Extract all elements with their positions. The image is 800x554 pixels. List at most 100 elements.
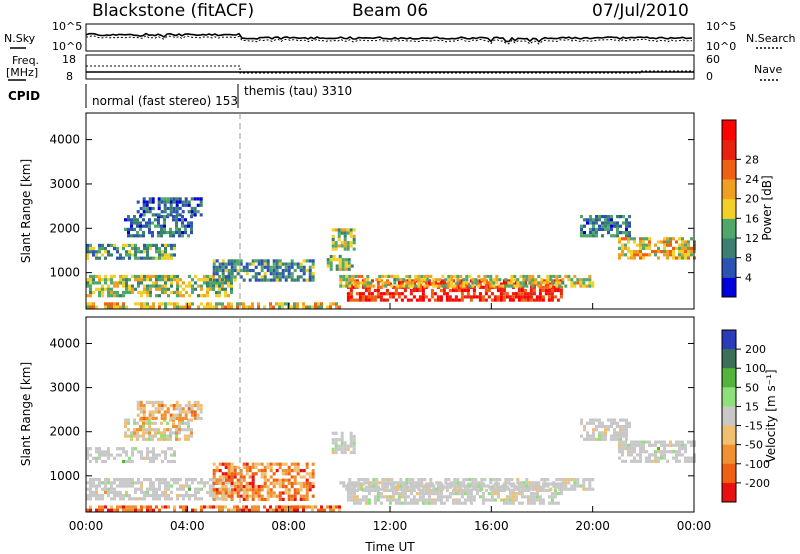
heatmap-cell (218, 508, 221, 512)
heatmap-cell (586, 437, 589, 441)
heatmap-cell (442, 288, 446, 293)
heatmap-cell (130, 224, 133, 228)
heatmap-cell (403, 288, 407, 293)
heatmap-cell (573, 487, 577, 491)
beam-title: Beam 06 (352, 1, 428, 21)
heatmap-cell (302, 265, 306, 269)
heatmap-cell (544, 292, 548, 296)
heatmap-cell (408, 274, 412, 279)
heatmap-cell (230, 287, 233, 291)
heatmap-cell (197, 490, 200, 494)
heatmap-cell (139, 418, 142, 422)
heatmap-cell (101, 453, 104, 457)
colorbar-swatch (722, 463, 736, 484)
heatmap-cell (496, 482, 500, 486)
heatmap-cell (678, 253, 681, 257)
heatmap-cell (622, 424, 625, 429)
heatmap-cell (535, 295, 539, 299)
heatmap-cell (149, 484, 152, 488)
heatmap-cell (441, 487, 445, 491)
heatmap-cell (178, 424, 181, 429)
heatmap-cell (169, 404, 173, 408)
heatmap-cell (163, 410, 167, 414)
colorbar-tick-label: 24 (745, 173, 759, 186)
heatmap-cell (678, 459, 681, 463)
heatmap-cell (143, 250, 146, 254)
heatmap-cell (221, 259, 225, 263)
heatmap-cell (197, 487, 200, 491)
heatmap-cell (490, 298, 494, 302)
heatmap-cell (230, 488, 234, 492)
heatmap-cell (221, 505, 224, 509)
heatmap-cell (529, 492, 533, 496)
heatmap-cell (478, 295, 482, 299)
heatmap-cell (426, 284, 430, 288)
heatmap-cell (163, 431, 166, 435)
cpid-mode-2: themis (tau) 3310 (244, 84, 352, 98)
heatmap-cell (215, 265, 219, 269)
heatmap-cell (532, 292, 536, 296)
heatmap-cell (182, 497, 185, 501)
heatmap-cell (556, 482, 560, 486)
heatmap-cell (143, 505, 146, 509)
heatmap-cell (92, 250, 95, 254)
heatmap-cell (263, 469, 267, 473)
heatmap-cell (275, 262, 279, 266)
heatmap-cell (212, 462, 216, 466)
heatmap-cell (230, 265, 234, 269)
heatmap-cell (435, 487, 439, 491)
heatmap-cell (142, 206, 146, 211)
heatmap-cell (547, 298, 551, 302)
heatmap-cell (379, 298, 383, 302)
heatmap-cell (391, 485, 395, 489)
heatmap-cell (678, 453, 681, 457)
heatmap-cell (281, 272, 285, 276)
heatmap-cell (158, 287, 161, 291)
heatmap-cell (396, 284, 400, 288)
heatmap-cell (302, 259, 306, 263)
heatmap-cell (435, 284, 439, 288)
heatmap-cell (534, 281, 538, 285)
heatmap-cell (604, 434, 607, 438)
heatmap-cell (495, 484, 499, 488)
heatmap-cell (394, 292, 398, 296)
heatmap-cell (140, 505, 143, 509)
heatmap-cell (376, 288, 380, 293)
heatmap-cell (361, 295, 365, 299)
heatmap-cell (251, 259, 255, 263)
heatmap-cell (541, 295, 545, 299)
heatmap-cell (299, 265, 303, 269)
heatmap-cell (175, 224, 178, 228)
heatmap-cell (543, 481, 547, 485)
heatmap-cell (293, 469, 297, 473)
heatmap-cell (221, 272, 225, 276)
heatmap-cell (663, 440, 666, 444)
heatmap-cell (163, 416, 167, 420)
heatmap-cell (293, 491, 297, 495)
heatmap-cell (463, 501, 467, 505)
heatmap-cell (346, 231, 350, 235)
heatmap-cell (487, 288, 491, 293)
heatmap-cell (160, 215, 163, 219)
freq-tick-top: 18 (62, 53, 76, 66)
heatmap-cell (227, 487, 230, 491)
heatmap-cell (475, 279, 479, 283)
heatmap-cell (224, 475, 228, 479)
heatmap-cell (347, 267, 351, 271)
nsearch-line (85, 35, 693, 45)
heatmap-cell (230, 465, 234, 469)
heatmap-cell (607, 428, 610, 432)
heatmap-cell (672, 443, 675, 447)
heatmap-cell (110, 278, 113, 282)
heatmap-cell (221, 275, 225, 279)
heatmap-cell (181, 410, 185, 414)
heatmap-cell (278, 481, 282, 485)
heatmap-cell (504, 278, 508, 282)
heatmap-cell (430, 498, 434, 502)
heatmap-cell (119, 274, 122, 279)
heatmap-cell (116, 250, 119, 254)
heatmap-cell (507, 284, 511, 288)
nave-label: Nave (754, 63, 782, 76)
heatmap-cell (547, 282, 551, 286)
heatmap-cell (149, 508, 152, 512)
